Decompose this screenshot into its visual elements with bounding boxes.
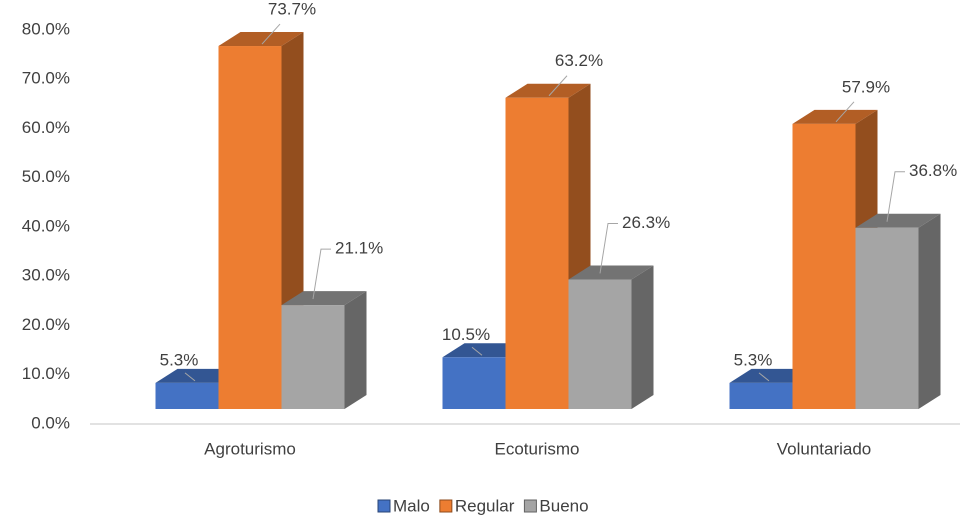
bar-side: [344, 291, 367, 409]
bar-top: [218, 32, 304, 47]
leader-line: [758, 372, 770, 382]
bar: [792, 123, 856, 409]
leader-line: [548, 75, 568, 97]
bar-side: [631, 265, 654, 409]
y-tick-label: 20.0%: [22, 315, 70, 334]
data-label: 73.7%: [268, 0, 316, 19]
leader-line: [835, 101, 855, 123]
bar: [855, 227, 919, 409]
x-tick-label: Ecoturismo: [494, 439, 579, 458]
legend-swatch: [377, 499, 391, 513]
leader-line: [312, 248, 331, 300]
y-tick-label: 0.0%: [31, 413, 70, 432]
data-label: 57.9%: [842, 77, 890, 96]
data-label: 5.3%: [160, 350, 199, 369]
bar-top: [568, 265, 654, 280]
data-label: 26.3%: [622, 213, 670, 232]
y-tick-label: 40.0%: [22, 216, 70, 235]
data-label: 21.1%: [335, 239, 383, 258]
bar: [218, 46, 282, 410]
y-tick-label: 70.0%: [22, 69, 70, 88]
leader-line: [886, 171, 905, 222]
bar: [155, 382, 219, 409]
legend-label: Bueno: [539, 496, 588, 515]
data-label: 36.8%: [909, 161, 957, 180]
y-tick-label: 80.0%: [22, 19, 70, 38]
y-tick-label: 30.0%: [22, 266, 70, 285]
leader-line: [599, 222, 618, 274]
x-tick-label: Voluntariado: [777, 439, 872, 458]
bar: [505, 97, 569, 410]
legend-swatch: [439, 499, 453, 513]
bar-top: [792, 109, 878, 124]
bar: [568, 279, 632, 409]
data-label: 10.5%: [442, 325, 490, 344]
bar: [442, 357, 506, 409]
data-label: 63.2%: [555, 51, 603, 70]
legend-swatch: [523, 499, 537, 513]
leader-line: [184, 372, 196, 382]
leader-line: [261, 23, 281, 45]
legend-label: Regular: [455, 496, 515, 515]
bar-side: [918, 213, 941, 409]
bar: [729, 382, 793, 409]
legend-label: Malo: [393, 496, 430, 515]
y-tick-label: 10.0%: [22, 364, 70, 383]
bar-top: [505, 83, 591, 98]
bar-top: [855, 213, 941, 228]
data-label: 5.3%: [734, 350, 773, 369]
bar-top: [281, 291, 367, 306]
bar: [281, 305, 345, 409]
x-tick-label: Agroturismo: [204, 439, 296, 458]
leader-line: [471, 346, 483, 356]
y-tick-label: 60.0%: [22, 118, 70, 137]
y-tick-label: 50.0%: [22, 167, 70, 186]
